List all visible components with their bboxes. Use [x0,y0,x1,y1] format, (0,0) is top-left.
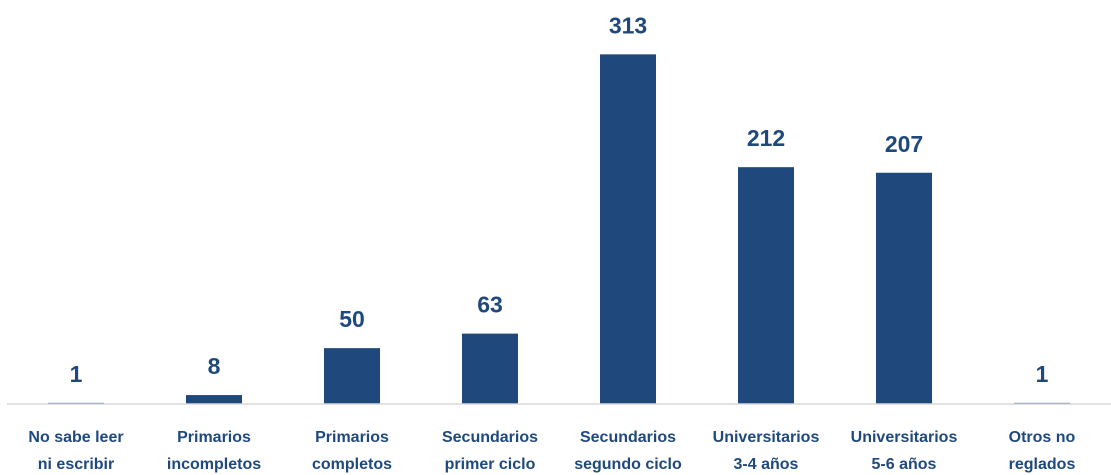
x-tick-label: No sabe leer [28,429,123,446]
x-tick-label: Primarios [315,429,389,446]
x-tick-label: Universitarios [851,429,958,446]
x-tick-label: 3-4 años [734,456,799,473]
x-tick-label: 5-6 años [872,456,937,473]
x-tick-label: Primarios [177,429,251,446]
value-label: 1 [70,361,83,387]
value-label: 207 [885,131,923,157]
value-label: 63 [477,292,503,318]
x-tick-label: incompletos [167,456,261,473]
bar [738,167,794,404]
x-tick-label: ni escribir [38,456,114,473]
value-label: 50 [339,306,365,332]
x-tick-label: Otros no [1009,429,1076,446]
x-tick-label: completos [312,456,392,473]
value-label: 313 [609,12,647,38]
x-tick-label: Secundarios [580,429,676,446]
x-tick-label: segundo ciclo [574,456,682,473]
x-tick-label: reglados [1009,456,1076,473]
x-tick-label: primer ciclo [445,456,536,473]
value-label: 1 [1036,361,1049,387]
x-tick-label: Universitarios [713,429,820,446]
x-tick-label: Secundarios [442,429,538,446]
value-label: 212 [747,125,785,151]
bar [462,333,518,404]
bar [600,54,656,404]
bar [876,172,932,404]
bar [324,348,380,404]
value-label: 8 [208,353,221,379]
bar [186,395,242,404]
